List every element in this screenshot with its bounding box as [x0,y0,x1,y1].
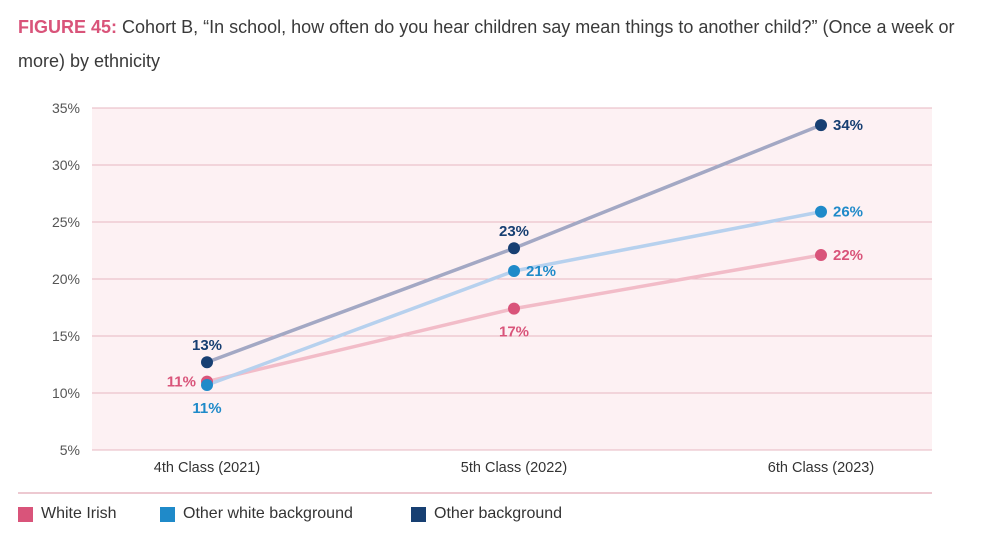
y-tick-label-5: 5% [60,442,80,458]
data-label-s3-3: 34% [833,117,863,134]
data-point-s1-2 [508,302,520,315]
data-point-s2-1 [201,379,213,392]
data-label-s1-2: 17% [499,324,529,341]
x-tick-label-2: 5th Class (2022) [461,460,567,476]
y-tick-label-25: 25% [52,214,80,230]
chart-legend: White Irish Other white background Other b… [18,505,978,529]
x-tick-label-3: 6th Class (2023) [768,460,874,476]
legend-swatch-1 [18,506,33,522]
legend-item-1: White Irish [18,505,117,523]
data-label-s2-3: 26% [833,204,863,221]
legend-item-3: Other background [411,505,562,523]
data-label-s2-2: 21% [526,263,556,280]
data-point-s3-2 [508,242,520,255]
data-label-s3-1: 13% [192,337,222,354]
x-tick-label-1: 4th Class (2021) [154,460,260,476]
legend-item-2: Other white background [160,505,353,523]
data-label-s1-3: 22% [833,247,863,264]
figure-title-text: Cohort B, “In school, how often do you h… [18,17,955,71]
data-label-s1-1: 11% [167,374,196,391]
y-tick-label-10: 10% [52,385,80,401]
data-point-s2-3 [815,205,827,218]
legend-label-3: Other background [434,505,563,522]
y-tick-label-15: 15% [52,328,80,344]
legend-swatch-3 [411,506,426,522]
y-tick-label-35: 35% [52,100,80,116]
legend-label-2: Other white background [183,505,353,522]
y-tick-label-30: 30% [52,157,80,173]
legend-label-1: White Irish [41,505,117,522]
data-label-s2-1: 11% [192,400,221,417]
figure-label: FIGURE 45: [18,17,118,37]
figure-title: FIGURE 45: Cohort B, “In school, how oft… [18,10,988,78]
data-label-s3-2: 23% [499,223,529,240]
data-point-s3-3 [815,119,827,132]
data-point-s3-1 [201,356,213,369]
legend-swatch-2 [160,506,175,522]
y-tick-label-20: 20% [52,271,80,287]
data-point-s1-3 [815,249,827,262]
data-point-s2-2 [508,265,520,278]
